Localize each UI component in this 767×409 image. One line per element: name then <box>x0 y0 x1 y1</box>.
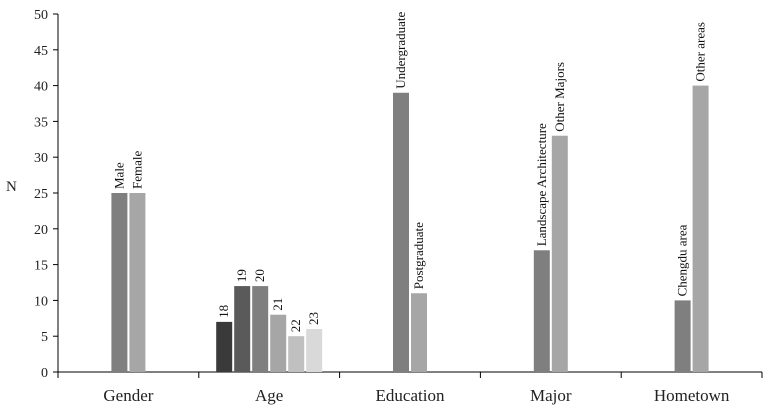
bar-data-label: Other Majors <box>552 62 567 132</box>
bar <box>692 85 709 372</box>
bar-data-label: Female <box>129 151 144 189</box>
y-axis-title: N <box>6 179 17 195</box>
x-category-label: Gender <box>103 386 153 405</box>
bar-data-label: Male <box>111 162 126 189</box>
x-category-label: Age <box>255 386 283 405</box>
x-category-label: Education <box>376 386 445 405</box>
bar-data-label: 18 <box>216 305 231 318</box>
bar <box>111 193 128 372</box>
bar <box>288 336 305 372</box>
bar <box>234 286 251 372</box>
bar <box>252 286 269 372</box>
bar-data-label: Postgraduate <box>411 222 426 289</box>
bar <box>674 300 691 372</box>
bar <box>551 135 568 372</box>
bar-data-label: 23 <box>306 312 321 325</box>
bar-data-label: Other areas <box>693 22 708 82</box>
y-tick-label: 30 <box>34 151 48 166</box>
y-tick-label: 10 <box>34 294 48 309</box>
bar <box>533 250 550 372</box>
bar-data-label: 21 <box>270 298 285 311</box>
bar-data-label: Chengdu area <box>675 224 690 296</box>
x-category-label: Major <box>530 386 572 405</box>
y-tick-label: 20 <box>34 223 48 238</box>
bar-data-label: Undergraduate <box>393 12 408 89</box>
bar <box>270 314 287 372</box>
bar <box>393 92 409 372</box>
y-tick-label: 35 <box>34 115 48 130</box>
bar-data-label: 20 <box>252 269 267 282</box>
y-tick-label: 25 <box>34 187 48 202</box>
y-tick-label: 15 <box>34 259 48 274</box>
bar <box>306 329 323 372</box>
bar <box>411 293 427 372</box>
bar <box>129 193 146 372</box>
x-axis: Gender Age Education Major Hometown <box>57 371 763 405</box>
y-tick-label: 40 <box>34 80 48 95</box>
x-category-label: Hometown <box>654 386 730 405</box>
y-axis: 0 5 10 15 20 25 30 35 40 45 50 <box>34 8 59 381</box>
y-tick-label: 5 <box>41 330 48 345</box>
bar-data-label: 19 <box>234 269 249 282</box>
bar-data-label: Landscape Architecture <box>534 123 549 246</box>
y-tick-label: 50 <box>34 8 48 23</box>
bar <box>216 321 233 372</box>
y-tick-label: 0 <box>41 366 48 381</box>
bar-data-label: 22 <box>288 319 303 332</box>
y-tick-label: 45 <box>34 44 48 59</box>
